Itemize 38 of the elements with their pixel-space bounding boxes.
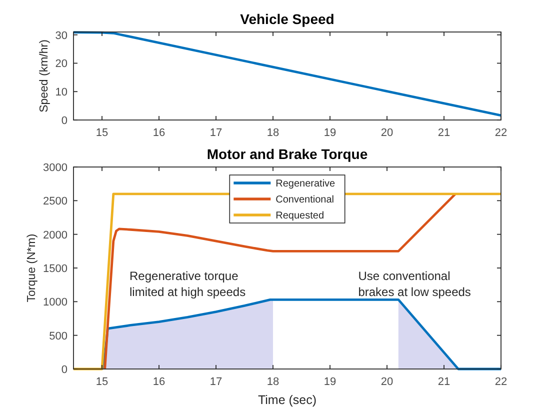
y-tick-label: 0 [61, 364, 68, 376]
chart-title: Vehicle Speed [240, 11, 334, 27]
x-axis-title: Time (sec) [258, 393, 317, 407]
x-tick-label: 18 [266, 376, 280, 388]
x-tick-label: 22 [494, 376, 508, 388]
line-series [72, 31, 502, 117]
y-tick-label: 1500 [43, 263, 68, 275]
x-tick-label: 15 [96, 127, 108, 139]
y-tick-label: 30 [55, 30, 68, 42]
x-tick-label: 18 [266, 127, 280, 139]
x-tick-label: 16 [152, 127, 166, 139]
legend-label: Regenerative [276, 178, 336, 190]
x-tick-label: 16 [152, 376, 166, 388]
y-axis-title: Speed (km/hr) [38, 39, 50, 112]
annotation: Regenerative torque limited at high speeds [130, 269, 246, 300]
x-tick-label: 19 [324, 127, 336, 139]
y-axis-title: Torque (N*m) [26, 234, 38, 302]
y-tick-label: 0 [61, 115, 68, 127]
x-tick-label: 17 [210, 376, 222, 388]
x-tick-label: 22 [494, 127, 508, 139]
x-tick-label: 21 [438, 127, 450, 139]
x-tick-label: 21 [438, 376, 450, 388]
x-tick-label: 20 [380, 127, 394, 139]
x-tick-label: 19 [324, 376, 336, 388]
chart-title: Motor and Brake Torque [206, 146, 368, 162]
legend-label: Requested [276, 210, 324, 222]
y-tick-label: 2000 [43, 229, 68, 242]
x-tick-label: 20 [380, 376, 394, 388]
legend-label: Conventional [276, 194, 334, 206]
annotation: Use conventional brakes at low speeds [358, 269, 471, 300]
x-tick-label: 17 [210, 127, 222, 139]
x-tick-label: 15 [96, 376, 108, 388]
y-tick-label: 10 [55, 86, 68, 99]
y-tick-label: 1000 [43, 296, 68, 309]
y-tick-label: 2500 [43, 196, 68, 208]
y-tick-label: 20 [55, 58, 68, 70]
y-tick-label: 3000 [43, 162, 68, 174]
y-tick-label: 500 [49, 330, 68, 342]
